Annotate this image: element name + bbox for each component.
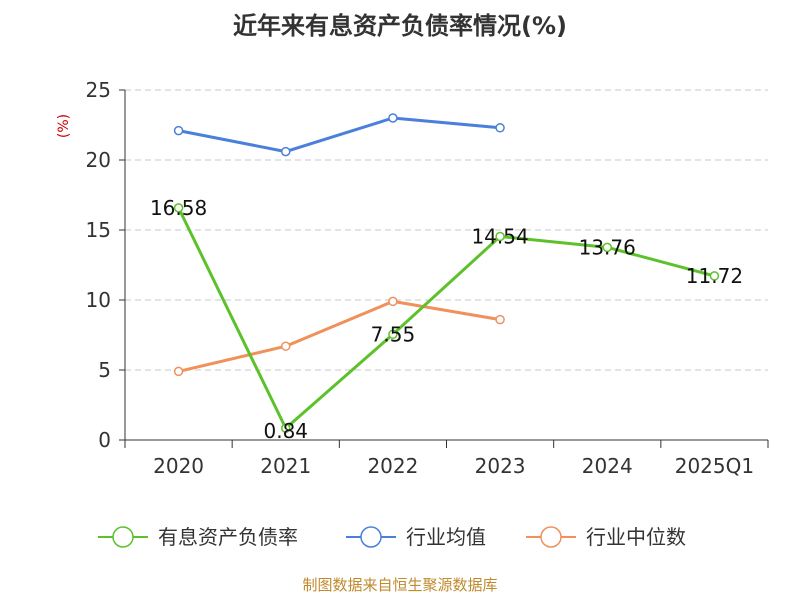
x-tick-label: 2020 — [153, 454, 204, 478]
legend-marker — [113, 527, 133, 547]
data-label: 0.84 — [263, 419, 308, 443]
legend-marker — [361, 527, 381, 547]
data-labels: 16.58 0.84 7.55 14.54 13.76 11.72 — [150, 196, 743, 443]
data-label: 14.54 — [471, 224, 528, 248]
x-tick-label: 2024 — [582, 454, 633, 478]
data-point — [175, 127, 183, 135]
data-label: 16.58 — [150, 196, 207, 220]
chart: 近年来有息资产负债率情况(%) (%) 0 5 10 15 20 25 2020 2021 20… — [0, 0, 800, 600]
series-lines — [175, 114, 719, 432]
source-note: 制图数据来自恒生聚源数据库 — [302, 576, 497, 594]
y-tick-label: 25 — [86, 78, 111, 102]
y-tick-label: 0 — [98, 428, 111, 452]
legend-label: 行业中位数 — [586, 525, 686, 549]
data-point — [282, 342, 290, 350]
series-line — [179, 301, 501, 371]
legend-label: 有息资产负债率 — [158, 525, 298, 549]
data-point — [175, 367, 183, 375]
data-point — [496, 316, 504, 324]
data-point — [496, 124, 504, 132]
legend: 有息资产负债率 行业均值 行业中位数 — [98, 525, 686, 549]
series-line — [179, 118, 501, 152]
chart-title: 近年来有息资产负债率情况(%) — [233, 12, 567, 40]
x-tick-label: 2021 — [260, 454, 311, 478]
y-axis-unit: (%) — [56, 114, 72, 138]
x-tick-label: 2025Q1 — [675, 454, 754, 478]
data-point — [282, 148, 290, 156]
data-point — [389, 114, 397, 122]
grid-lines — [125, 90, 768, 370]
x-tick-label: 2023 — [475, 454, 526, 478]
y-tick-label: 10 — [86, 288, 111, 312]
axes: 0 5 10 15 20 25 2020 2021 2022 2023 2024 2025Q1 — [86, 78, 768, 478]
y-tick-label: 15 — [86, 218, 111, 242]
x-tick-label: 2022 — [367, 454, 418, 478]
y-tick-label: 5 — [98, 358, 111, 382]
legend-label: 行业均值 — [406, 525, 486, 549]
y-tick-label: 20 — [86, 148, 111, 172]
data-point — [389, 297, 397, 305]
data-label: 7.55 — [371, 322, 416, 346]
data-label: 11.72 — [686, 264, 743, 288]
data-label: 13.76 — [579, 235, 636, 259]
legend-marker — [541, 527, 561, 547]
